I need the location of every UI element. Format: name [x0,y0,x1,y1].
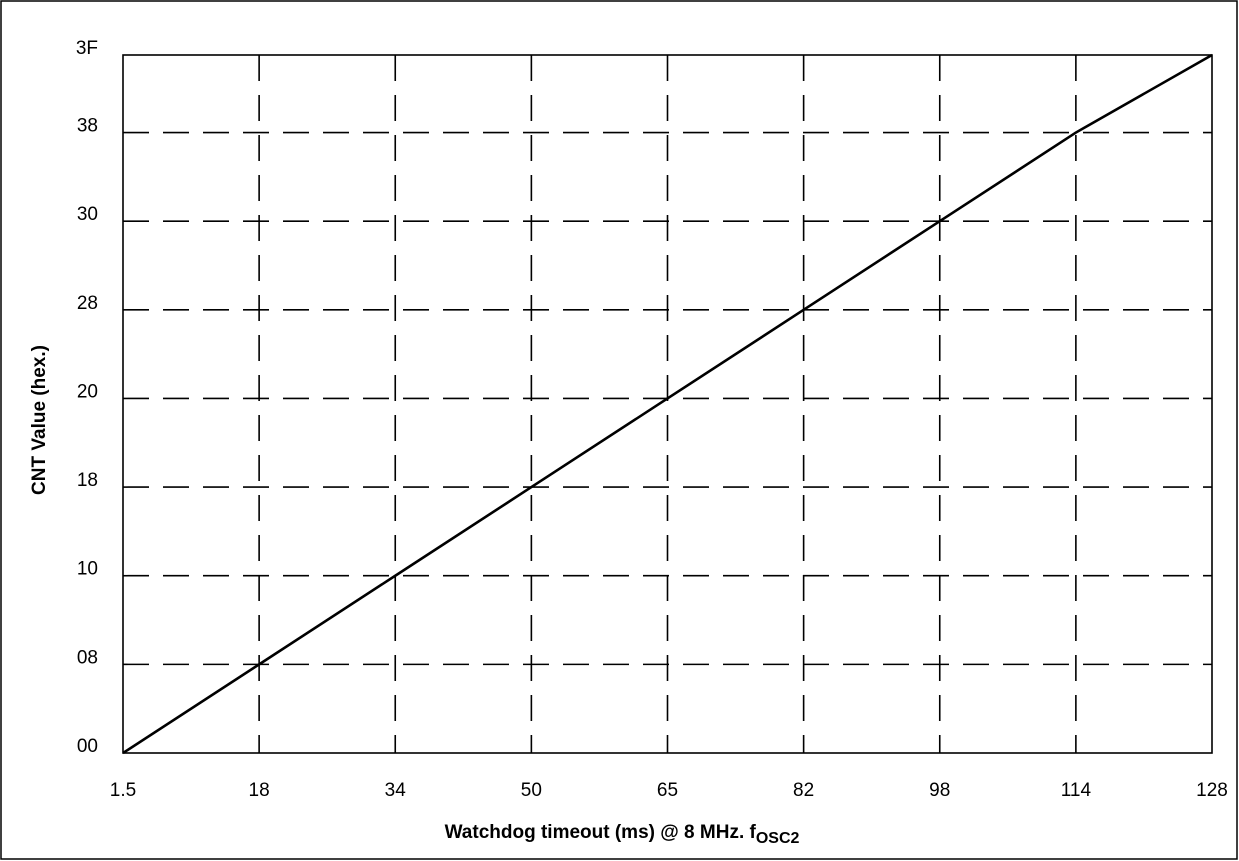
y-tick-label: 10 [77,559,98,580]
y-tick-label: 20 [77,381,98,402]
x-tick-label: 1.5 [110,780,136,801]
x-tick-label: 82 [793,780,814,801]
x-axis-title-sub: OSC2 [756,830,800,847]
y-axis-title: CNT Value (hex.) [29,345,50,495]
x-tick-label: 114 [1061,780,1092,801]
y-tick-label: 18 [77,470,98,491]
y-tick-label: 08 [77,647,98,668]
x-axis-title: Watchdog timeout (ms) @ 8 MHz. fOSC2 [445,822,800,847]
x-tick-label: 98 [929,780,950,801]
y-tick-label: 28 [77,293,98,314]
y-tick-label: 00 [77,736,98,757]
plot-frame [122,54,1213,754]
y-tick-label: 38 [77,116,98,137]
x-tick-label: 18 [249,780,270,801]
x-tick-label: 34 [385,780,407,801]
y-tick-label: 3F [76,38,98,59]
x-axis-title-main: Watchdog timeout (ms) @ 8 MHz. f [445,822,757,843]
x-tick-label: 128 [1196,780,1228,801]
x-tick-label: 65 [657,780,678,801]
y-tick-label: 30 [77,204,98,225]
data-line [122,53,1213,755]
x-tick-label: 50 [521,780,542,801]
